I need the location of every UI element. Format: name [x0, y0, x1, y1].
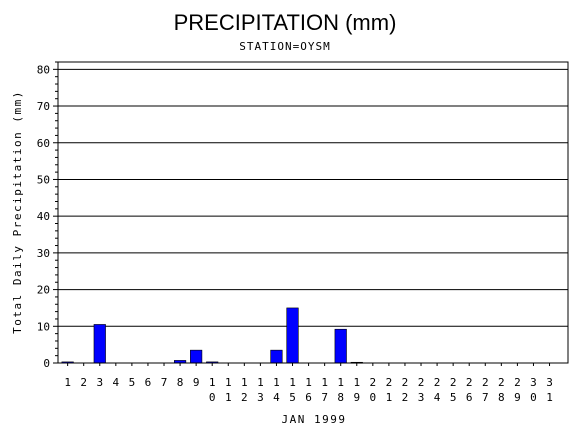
- y-axis-label: Total Daily Precipitation (mm): [11, 90, 24, 334]
- chart-subtitle: STATION=OYSM: [239, 40, 330, 53]
- bar-day-3: [93, 324, 106, 364]
- y-tick-label: 80: [37, 63, 50, 76]
- x-tick-label: 5: [129, 376, 136, 389]
- y-tick-label: 0: [43, 357, 50, 370]
- bar-day-15: [286, 307, 299, 364]
- y-tick-label: 60: [37, 137, 50, 150]
- y-tick-label: 40: [37, 210, 50, 223]
- y-tick-label: 50: [37, 173, 50, 186]
- x-axis-ticks: 1 2 3 4 5 6 7 8 9 1 01 11 21 31 41 51 61 71 81 92 02 12 22 32 42…: [64, 363, 553, 404]
- x-tick-label: 2: [80, 376, 87, 389]
- x-tick-label: 3: [96, 376, 103, 389]
- y-tick-label: 30: [37, 247, 50, 260]
- grid-lines: [58, 68, 568, 327]
- y-tick-label: 10: [37, 320, 50, 333]
- bar-series: [61, 307, 363, 364]
- x-tick-label: 4: [113, 376, 120, 389]
- bar-day-18: [334, 328, 347, 364]
- x-tick-label: 9: [193, 376, 200, 389]
- bar-day-14: [270, 349, 283, 364]
- x-axis-label: JAN 1999: [282, 413, 347, 426]
- bar-day-9: [190, 349, 203, 364]
- y-tick-label: 70: [37, 100, 50, 113]
- x-tick-label: 1: [64, 376, 71, 389]
- y-tick-label: 20: [37, 284, 50, 297]
- x-tick-label: 7: [161, 376, 168, 389]
- x-tick-label: 6: [145, 376, 152, 389]
- y-axis-ticks: 0 10 20 30 40 50 60 70 80: [37, 61, 58, 370]
- plot-frame: [57, 61, 569, 364]
- plot-border: [57, 61, 569, 364]
- chart-title: PRECIPITATION (mm): [174, 10, 397, 35]
- x-tick-label: 8: [177, 376, 184, 389]
